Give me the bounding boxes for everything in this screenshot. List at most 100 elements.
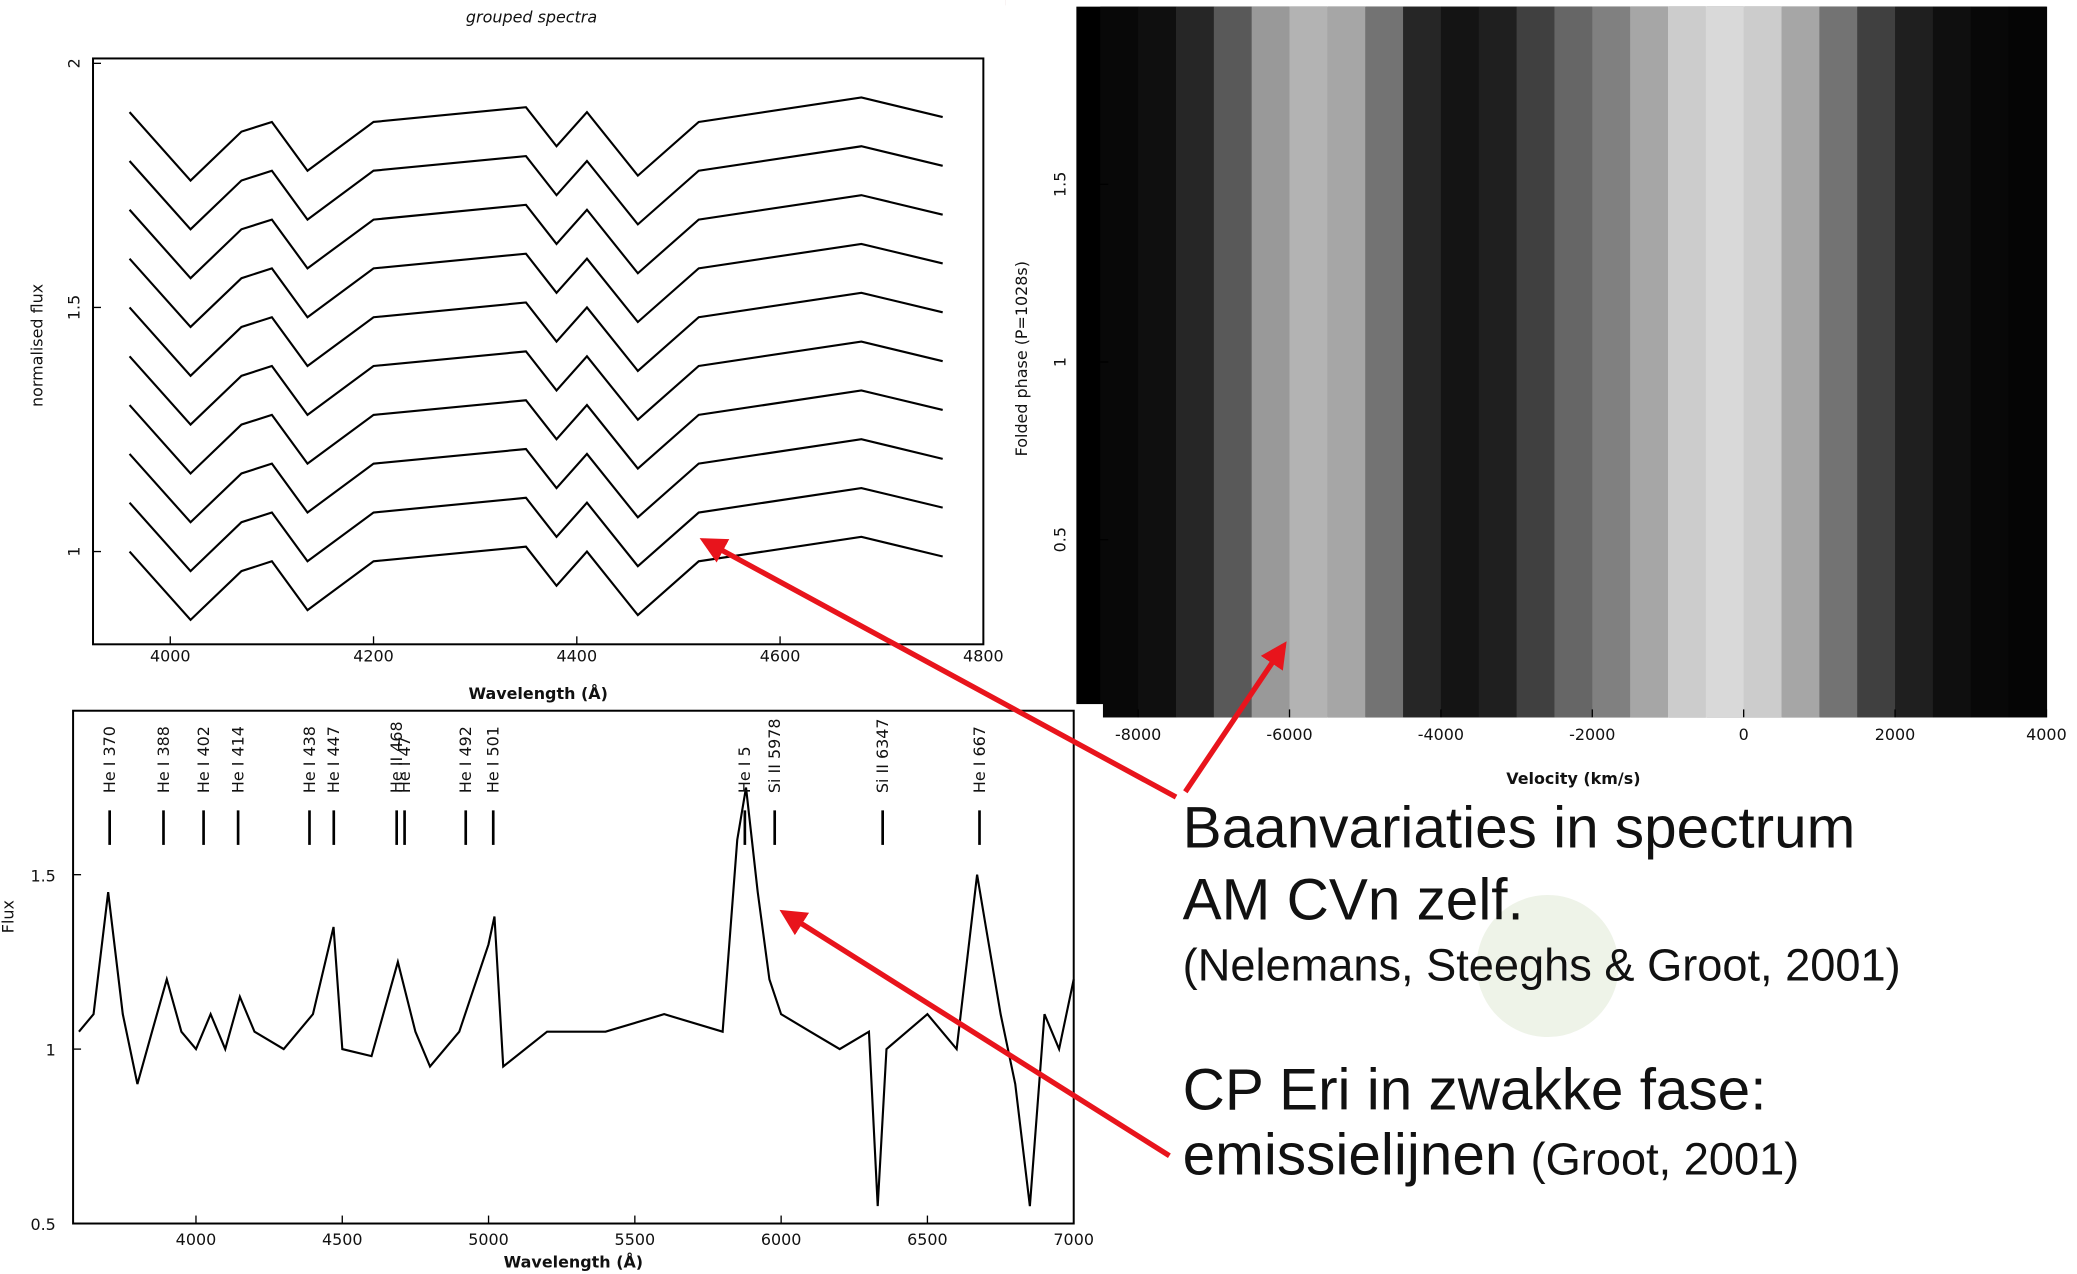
y-axis-label: Flux (0, 900, 17, 933)
heatmap-cell (1932, 6, 1972, 718)
line-id-label: He I 667 (970, 726, 989, 793)
y-tick-label: 1.5 (30, 866, 55, 885)
line-id-label: He I 414 (228, 726, 247, 793)
panel-background (0, 0, 1006, 718)
heatmap-cell (1251, 6, 1291, 718)
y-tick-label: 2 (65, 58, 84, 68)
x-tick-label: -2000 (1569, 725, 1615, 744)
x-tick-label: -6000 (1266, 725, 1312, 744)
heatmap-cell (1592, 6, 1631, 718)
y-tick-label: 1 (46, 1041, 56, 1060)
x-tick-label: 6500 (907, 1230, 948, 1249)
spectrum-line (128, 340, 943, 427)
arrow (699, 538, 1178, 800)
caption-citation: (Nelemans, Steeghs & Groot, 2001) (1183, 939, 1901, 990)
heatmap-cell (1289, 6, 1329, 718)
heatmap-cell (1478, 6, 1518, 718)
spectrum-line (128, 389, 943, 475)
line-id-label: He I 492 (456, 726, 475, 793)
plot-frame (92, 57, 985, 646)
heatmap-cell (1705, 6, 1745, 718)
spectrum-line (128, 438, 943, 524)
heatmap-cell (1630, 6, 1669, 718)
line-id-label: He II 468 (387, 721, 406, 793)
x-axis-label: Wavelength (Å) (468, 684, 607, 703)
heatmap-cell (1667, 6, 1707, 718)
x-tick-label: 4000 (150, 647, 191, 666)
heatmap-cell (1857, 6, 1896, 718)
heatmap-cell (1327, 6, 1366, 718)
y-tick-label: 1 (65, 546, 84, 556)
chart-panel: 4000 4200 4400 4600 4800 1 1.5 2 Wavelength (Å) n… (0, 0, 1006, 718)
y-tick-label: 1 (1051, 357, 1070, 367)
line-id-label: He I 370 (100, 726, 119, 793)
y-tick-label: 1.5 (65, 295, 84, 320)
x-tick-label: 6000 (761, 1230, 802, 1249)
y-axis-label: normalised flux (28, 284, 47, 407)
x-tick-label: 4000 (176, 1230, 217, 1249)
arrow (779, 909, 1171, 1159)
caption-citation: (Groot, 2001) (1531, 1133, 1800, 1184)
heatmap-cell (1895, 6, 1934, 718)
x-tick-label: 2000 (1875, 725, 1916, 744)
x-tick-label: 7000 (1053, 1230, 1094, 1249)
x-tick-label: 0 (1739, 725, 1749, 744)
spectrum-line (128, 96, 943, 183)
x-tick-label: -4000 (1418, 725, 1464, 744)
y-tick-label: 0.5 (30, 1215, 55, 1234)
line-id-label: He I 47 (395, 736, 414, 793)
plot-frame (72, 709, 1075, 1225)
arrow (1183, 641, 1287, 794)
caption-part: emissielijnen (1183, 1122, 1518, 1187)
chart-panel: 4000 4500 5000 5500 6000 6500 7000 0.5 1 1.5 Wavel… (0, 704, 1103, 1274)
panel-background (0, 704, 1103, 1274)
arrows (699, 538, 1287, 1159)
heatmap-cell (1970, 6, 2010, 718)
heatmap-cell (1213, 6, 1253, 718)
heatmap-cell (1516, 6, 1556, 718)
line-id-label: He I 388 (154, 726, 173, 793)
line-id-label: He I 438 (300, 726, 319, 793)
heatmap-cell (1554, 6, 1593, 718)
heatmap-cell (1175, 6, 1215, 718)
spectrum-line (128, 242, 943, 329)
line-id-label: He I 447 (324, 726, 343, 793)
spectrum-line (128, 486, 943, 573)
x-tick-label: 4500 (322, 1230, 363, 1249)
spectrum-line (128, 535, 943, 622)
line-id-label: He I 5 (735, 746, 754, 793)
caption-line: Baanvariaties in spectrum (1183, 796, 1856, 861)
x-axis-label: Wavelength (Å) (504, 1252, 643, 1271)
heatmap-cell (1781, 6, 1821, 718)
x-tick-label: 4800 (963, 647, 1004, 666)
y-tick-label: 1.5 (1051, 172, 1070, 197)
chart-panel: -8000 -6000 -4000 -2000 0 2000 4000 0.5 1 1.5 Velo… (1005, 0, 2077, 798)
caption-line: emissielijnen (Groot, 2001) (1183, 1122, 1800, 1187)
x-tick-label: 4600 (760, 647, 801, 666)
spectrum-line (128, 194, 943, 280)
line-id-label: Si II 5978 (765, 718, 784, 793)
x-tick-label: 5000 (468, 1230, 509, 1249)
y-axis-label: Folded phase (P=1028s) (1012, 261, 1031, 456)
heatmap-cell (1365, 6, 1404, 718)
spectrum-line (128, 145, 943, 231)
x-tick-label: 5500 (615, 1230, 656, 1249)
caption-line: AM CVn zelf. (1183, 867, 1524, 932)
y-tick-label: 0.5 (1051, 527, 1070, 552)
x-tick-label: 4200 (353, 647, 394, 666)
heatmap-cell (1138, 6, 1177, 718)
line-id-label: He I 402 (194, 726, 213, 793)
spectrum-line (128, 291, 943, 378)
x-tick-label: 4400 (557, 647, 598, 666)
caption-line: CP Eri in zwakke fase: (1183, 1057, 1767, 1122)
heatmap-cell (1743, 6, 1783, 718)
x-tick-label: 4000 (2026, 725, 2067, 744)
line-id-label: He I 501 (484, 726, 503, 793)
heatmap-cell (1819, 6, 1858, 718)
line-id-label: Si II 6347 (873, 718, 892, 793)
x-tick-label: -8000 (1115, 725, 1161, 744)
heatmap-cell (1403, 6, 1442, 718)
